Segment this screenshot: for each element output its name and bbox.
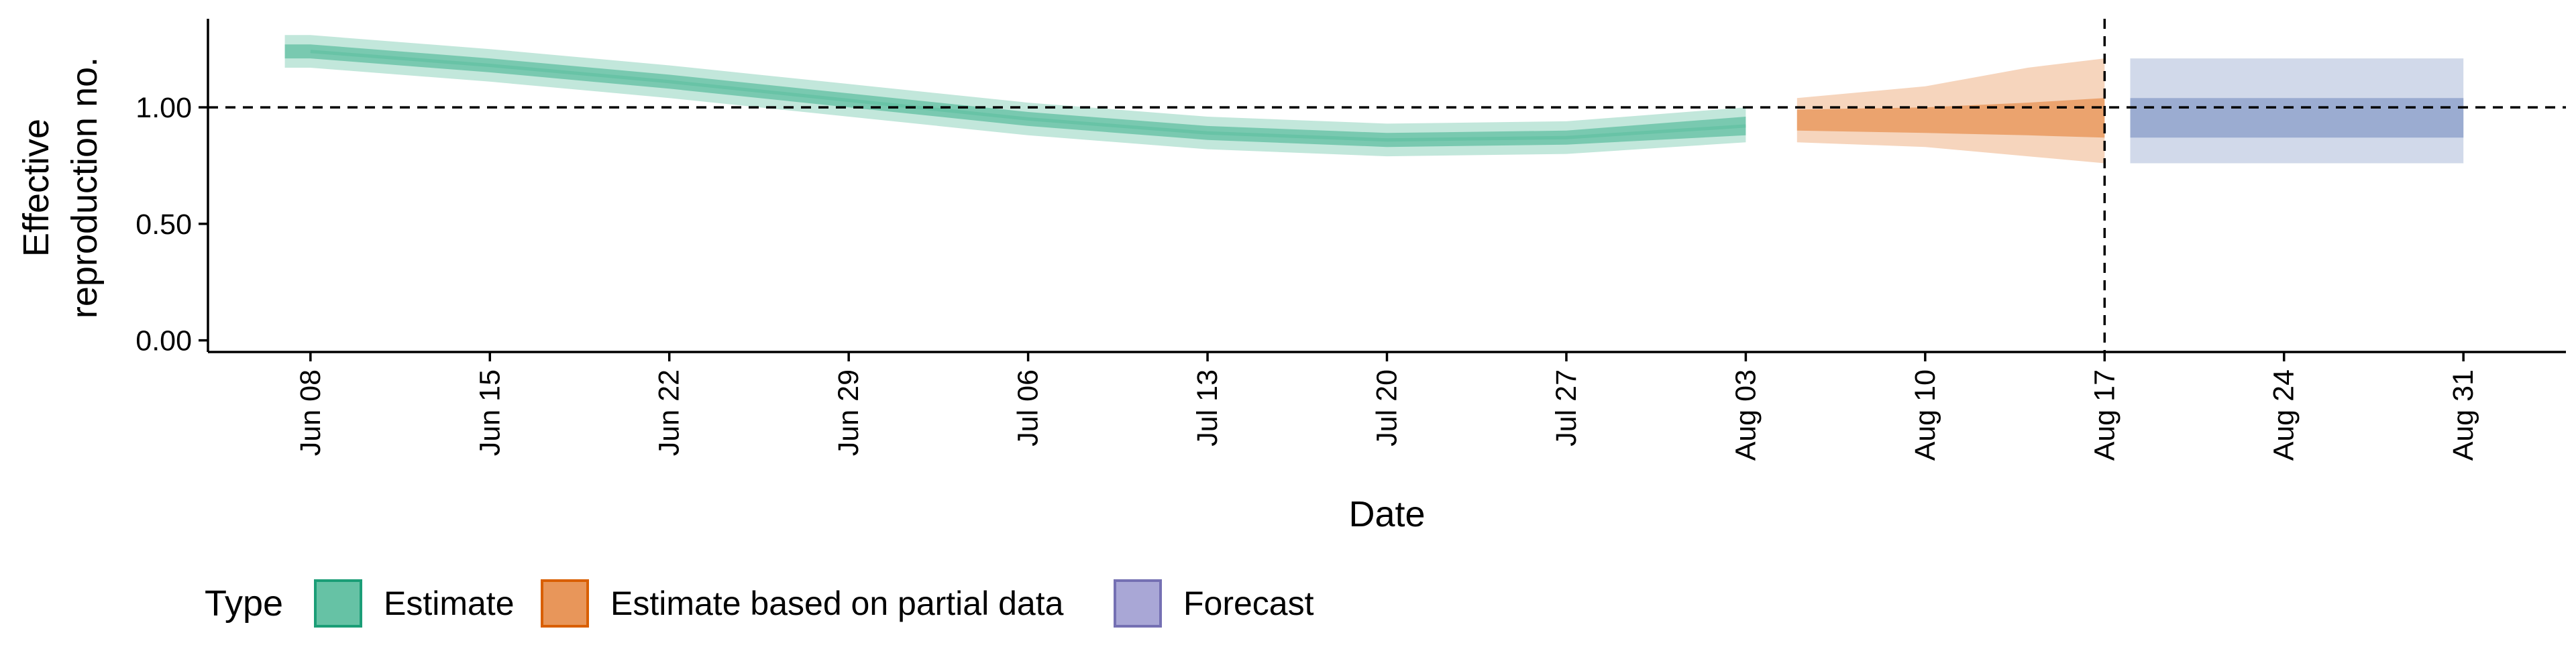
legend-label-estimate: Estimate bbox=[384, 585, 515, 622]
x-tick-label: Jul 06 bbox=[1012, 369, 1044, 447]
legend-key-estimate bbox=[314, 579, 362, 628]
estimate-median-line bbox=[310, 50, 1746, 142]
axes-layer: 0.00 0.50 1.00 Jun 08 Jun 15 Jun 22 Jun 29 Jul … bbox=[136, 19, 2566, 461]
legend-key-forecast bbox=[1114, 579, 1162, 628]
y-axis-title-line2: reproduction no. bbox=[64, 57, 105, 318]
estimate-band-90 bbox=[284, 35, 1746, 157]
series-forecast bbox=[2130, 58, 2464, 164]
legend: Type Estimate Estimate based on partial da… bbox=[205, 579, 1314, 628]
x-tick-label: Aug 17 bbox=[2088, 369, 2121, 461]
y-axis-title-line1: Effective bbox=[16, 119, 56, 257]
x-axis-title: Date bbox=[1348, 494, 1425, 534]
axis-labels-layer: Date Effective reproduction no. bbox=[16, 57, 1426, 534]
x-tick-label: Jul 13 bbox=[1191, 369, 1224, 447]
legend-label-estimate-based-on-partial-data: Estimate based on partial data bbox=[610, 585, 1064, 622]
series-estimate-based-on-partial-data bbox=[1796, 58, 2105, 164]
x-tick-label: Aug 10 bbox=[1909, 369, 1941, 461]
y-tick-label: 0.50 bbox=[136, 209, 192, 241]
x-tick-label: Aug 24 bbox=[2268, 369, 2300, 461]
x-tick-label: Aug 31 bbox=[2447, 369, 2479, 461]
legend-title: Type bbox=[205, 583, 283, 624]
forecast-band-50 bbox=[2130, 98, 2464, 138]
x-tick-label: Jun 22 bbox=[653, 369, 686, 456]
x-tick-label: Jun 15 bbox=[474, 369, 506, 456]
bands-layer bbox=[284, 35, 2464, 164]
x-tick-label: Jul 20 bbox=[1371, 369, 1403, 447]
legend-label-forecast: Forecast bbox=[1183, 585, 1314, 622]
x-tick-label: Jun 29 bbox=[833, 369, 865, 456]
x-tick-label: Jun 08 bbox=[294, 369, 327, 456]
y-tick-label: 0.00 bbox=[136, 325, 192, 357]
x-tick-label: Jul 27 bbox=[1550, 369, 1582, 447]
x-tick-label: Aug 03 bbox=[1729, 369, 1762, 461]
legend-key-estimate-based-on-partial-data bbox=[541, 579, 589, 628]
reference-lines-layer bbox=[208, 19, 2566, 352]
y-tick-label: 1.00 bbox=[136, 92, 192, 124]
series-estimate bbox=[284, 35, 1746, 157]
